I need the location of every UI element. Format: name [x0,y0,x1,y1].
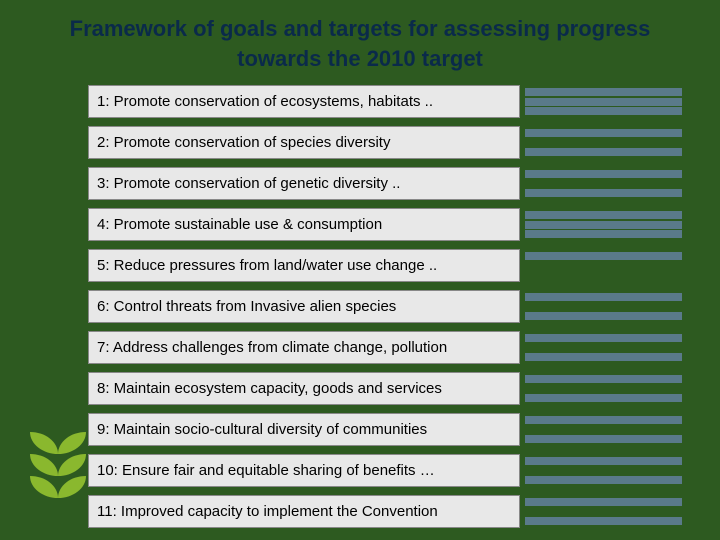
goal-row: 8: Maintain ecosystem capacity, goods an… [88,372,682,405]
bar [525,517,682,525]
goal-row: 10: Ensure fair and equitable sharing of… [88,454,682,487]
goal-label: 9: Maintain socio-cultural diversity of … [88,413,520,446]
bar [525,98,682,106]
goal-row: 4: Promote sustainable use & consumption [88,208,682,241]
bar [525,221,682,229]
goal-bars [520,290,682,323]
bar [525,312,682,320]
goal-row: 6: Control threats from Invasive alien s… [88,290,682,323]
bar [525,107,682,115]
bar [525,334,682,342]
goal-bars [520,454,682,487]
bar [525,416,682,424]
bar [525,394,682,402]
goal-bars [520,126,682,159]
goal-label: 6: Control threats from Invasive alien s… [88,290,520,323]
goals-list: 1: Promote conservation of ecosystems, h… [0,81,720,528]
bar [525,211,682,219]
goal-row: 3: Promote conservation of genetic diver… [88,167,682,200]
goal-bars [520,495,682,528]
bar [525,476,682,484]
bar [525,88,682,96]
goal-row: 7: Address challenges from climate chang… [88,331,682,364]
bar [525,353,682,361]
goal-label: 8: Maintain ecosystem capacity, goods an… [88,372,520,405]
bar [525,148,682,156]
goal-row: 11: Improved capacity to implement the C… [88,495,682,528]
bar [525,230,682,238]
bar [525,170,682,178]
goal-bars [520,372,682,405]
bar [525,498,682,506]
goal-row: 5: Reduce pressures from land/water use … [88,249,682,282]
bar [525,435,682,443]
goal-label: 7: Address challenges from climate chang… [88,331,520,364]
goal-label: 5: Reduce pressures from land/water use … [88,249,520,282]
goal-bars [520,167,682,200]
goal-label: 1: Promote conservation of ecosystems, h… [88,85,520,118]
bar [525,375,682,383]
goal-label: 3: Promote conservation of genetic diver… [88,167,520,200]
bar [525,129,682,137]
goal-row: 9: Maintain socio-cultural diversity of … [88,413,682,446]
goal-row: 2: Promote conservation of species diver… [88,126,682,159]
goal-label: 4: Promote sustainable use & consumption [88,208,520,241]
page-title: Framework of goals and targets for asses… [0,0,720,81]
goal-bars [520,85,682,118]
goal-bars [520,331,682,364]
goal-row: 1: Promote conservation of ecosystems, h… [88,85,682,118]
bar [525,293,682,301]
bar [525,252,682,260]
goal-label: 2: Promote conservation of species diver… [88,126,520,159]
goal-bars [520,413,682,446]
goal-label: 11: Improved capacity to implement the C… [88,495,520,528]
goal-bars [520,249,682,282]
goal-label: 10: Ensure fair and equitable sharing of… [88,454,520,487]
goal-bars [520,208,682,241]
leaf-logo-icon [30,432,86,512]
bar [525,189,682,197]
bar [525,457,682,465]
